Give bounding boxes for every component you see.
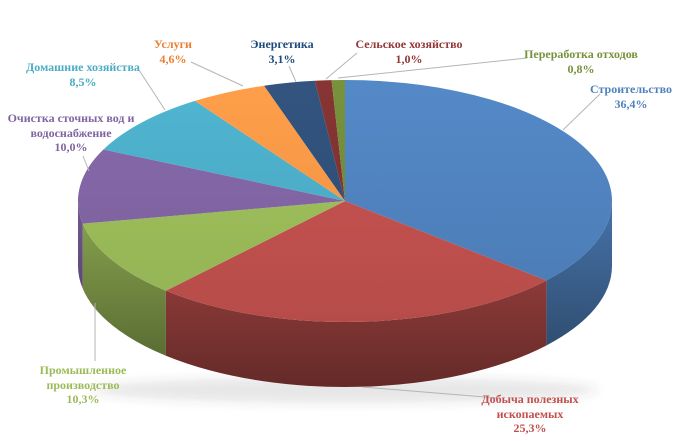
leader-line-6 (288, 65, 297, 83)
leader-line-0 (562, 93, 601, 131)
pie-slice-4 (103, 100, 345, 201)
pie-slice-side-1 (165, 280, 547, 388)
pie-slice-3 (78, 149, 345, 224)
pie-slice-5 (194, 85, 345, 201)
pie-slice-6 (264, 80, 345, 201)
pie-slice-side-2 (82, 223, 166, 356)
pie-slice-2 (82, 201, 345, 291)
leader-line-8 (337, 57, 528, 79)
pie-slice-1 (165, 201, 547, 323)
pie-slice-0 (345, 80, 613, 281)
pie-slice-7 (314, 80, 345, 201)
pie-slice-8 (331, 79, 345, 201)
leader-line-5 (190, 61, 244, 87)
pie-slice-side-3 (78, 201, 83, 289)
pie-shadow (92, 377, 598, 403)
leader-line-7 (325, 52, 358, 80)
leader-line-1 (361, 386, 498, 399)
pie-slice-side-0 (546, 201, 612, 346)
leader-line-3 (82, 155, 90, 172)
leader-line-4 (138, 69, 166, 111)
